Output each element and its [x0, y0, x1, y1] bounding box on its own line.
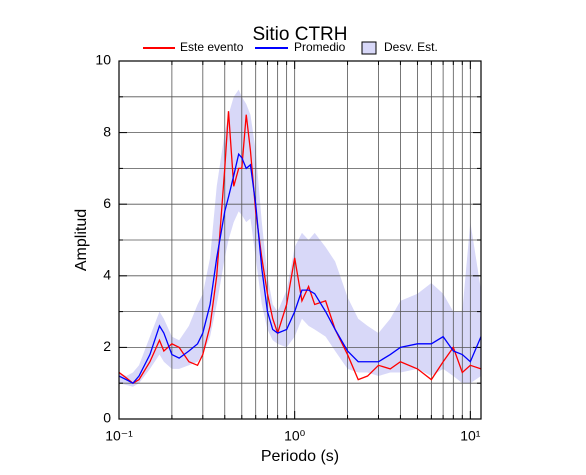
y-tick-label: 4 [103, 267, 111, 283]
y-tick-label: 6 [103, 195, 111, 211]
y-tick-label: 8 [103, 123, 111, 139]
data-line [118, 111, 482, 384]
chart-title: Sitio CTRH [252, 24, 347, 45]
x-axis-label: Periodo (s) [261, 448, 339, 465]
legend-swatch [361, 41, 377, 55]
std-band [119, 89, 481, 387]
y-axis-label: Amplitud [73, 209, 90, 271]
legend-label: Desv. Est. [384, 40, 438, 54]
y-tick-label: 10 [95, 52, 111, 68]
x-tick-label: 10⁻¹ [105, 428, 133, 444]
x-tick-label: 10⁰ [284, 428, 306, 444]
y-tick-label: 2 [103, 338, 111, 354]
data-line [118, 152, 482, 385]
legend-label: Promedio [294, 40, 346, 54]
y-tick-label: 0 [103, 410, 111, 426]
x-tick-label: 10¹ [460, 428, 481, 444]
legend-label: Este evento [180, 40, 244, 54]
plot-frame [118, 60, 482, 420]
